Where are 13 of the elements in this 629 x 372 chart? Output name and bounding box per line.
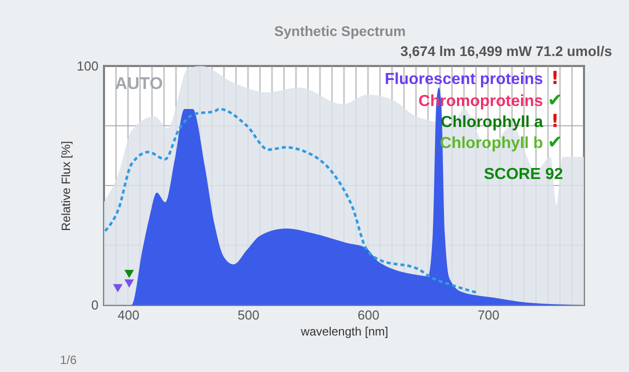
chart-title: Synthetic Spectrum bbox=[274, 23, 406, 39]
annotation: SCORE 92 bbox=[484, 166, 564, 183]
x-tick-label: 500 bbox=[238, 308, 260, 322]
x-tick-label: 700 bbox=[478, 308, 500, 322]
text: 1/6 bbox=[60, 353, 78, 367]
x-tick-label: 400 bbox=[118, 308, 140, 322]
x-axis-title: wavelength [nm] bbox=[300, 324, 388, 338]
x-tick-label: 600 bbox=[358, 308, 380, 322]
annotation: Fluorescent proteins ! bbox=[384, 68, 560, 89]
y-tick-label: 0 bbox=[91, 298, 98, 312]
chart-subtitle: 3,674 lm 16,499 mW 71.2 umol/s bbox=[400, 43, 612, 59]
y-axis-title: Relative Flux [%] bbox=[58, 140, 73, 232]
y-tick-label: 100 bbox=[76, 58, 98, 74]
